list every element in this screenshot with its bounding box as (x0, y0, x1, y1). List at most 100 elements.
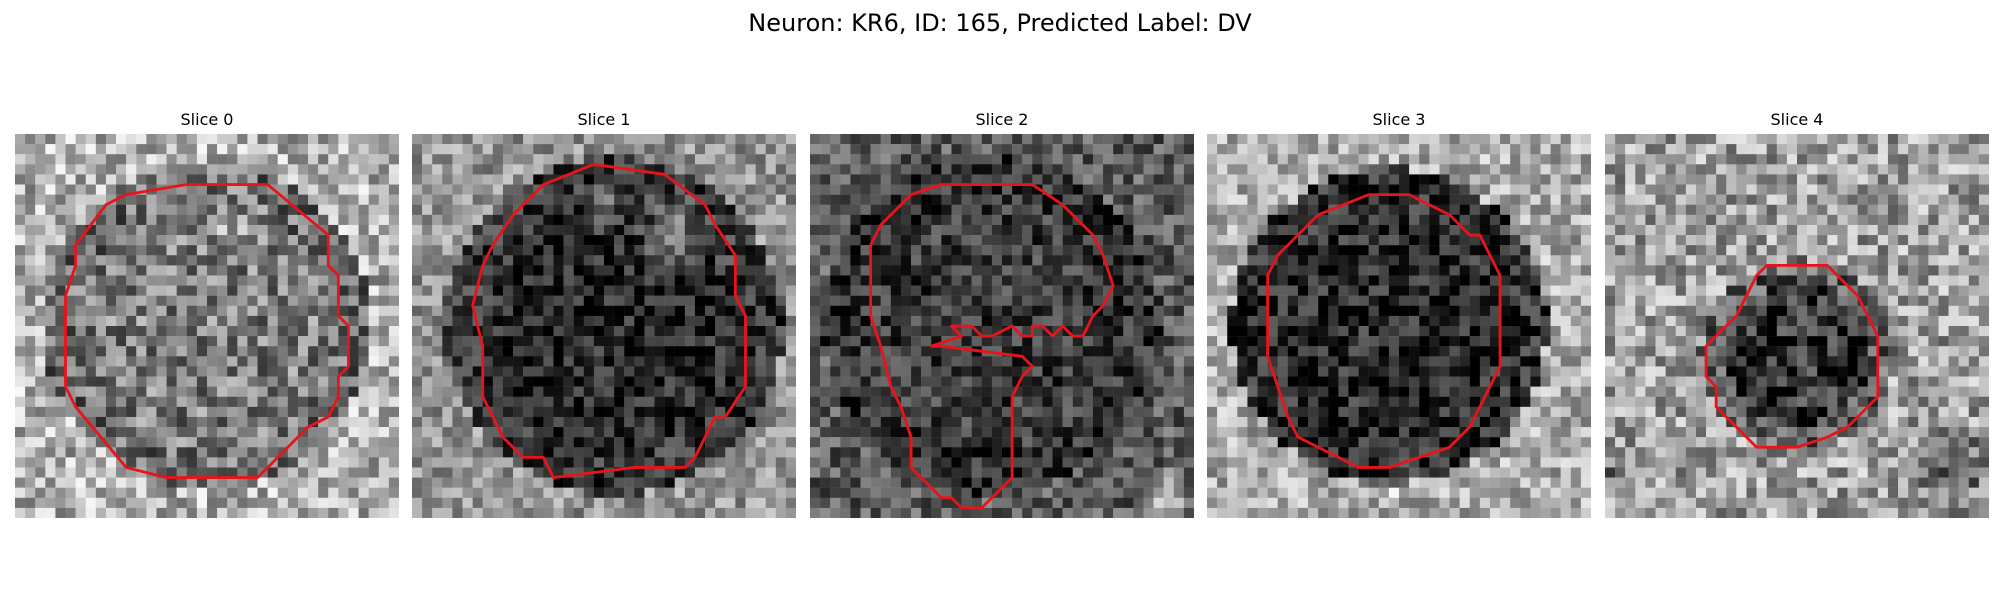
image-pixel (1153, 366, 1164, 377)
image-pixel (1163, 497, 1174, 509)
image-pixel (1550, 164, 1561, 175)
image-pixel (196, 164, 208, 175)
image-pixel (472, 174, 483, 185)
image-pixel (432, 326, 443, 337)
image-pixel (1092, 356, 1104, 367)
image-pixel (991, 285, 1003, 296)
image-pixel (1052, 487, 1063, 498)
image-pixel (116, 285, 127, 296)
image-pixel (472, 437, 483, 448)
image-pixel (745, 336, 756, 347)
image-pixel (553, 396, 564, 408)
image-pixel (735, 406, 746, 418)
image-pixel (563, 315, 574, 327)
image-pixel (1173, 406, 1185, 418)
image-pixel (45, 487, 56, 498)
image-pixel (1439, 224, 1450, 236)
image-pixel (971, 275, 982, 286)
image-pixel (533, 214, 544, 226)
image-pixel (422, 497, 433, 509)
image-pixel (705, 154, 716, 165)
image-pixel (368, 224, 379, 236)
image-pixel (725, 406, 736, 418)
image-pixel (921, 224, 932, 236)
image-pixel (911, 174, 922, 185)
image-pixel (472, 477, 483, 488)
image-pixel (694, 346, 706, 357)
image-pixel (1520, 285, 1531, 296)
image-pixel (1163, 376, 1174, 387)
image-pixel (1277, 184, 1289, 195)
image-pixel (1113, 447, 1124, 458)
image-pixel (941, 507, 952, 518)
image-pixel (1133, 214, 1144, 226)
image-pixel (237, 184, 248, 195)
image-pixel (1042, 144, 1053, 155)
image-pixel (1459, 285, 1470, 296)
image-pixel (870, 427, 881, 438)
image-pixel (1570, 265, 1582, 276)
image-pixel (785, 326, 796, 337)
image-pixel (146, 457, 157, 468)
image-pixel (492, 457, 504, 468)
image-pixel (196, 255, 208, 266)
image-pixel (1560, 235, 1571, 246)
image-pixel (1530, 265, 1541, 276)
image-pixel (644, 447, 655, 458)
image-pixel (25, 255, 36, 266)
image-pixel (126, 487, 137, 498)
image-pixel (523, 477, 534, 488)
image-pixel (1092, 265, 1104, 276)
image-pixel (1022, 235, 1033, 246)
image-pixel (95, 487, 107, 498)
image-pixel (634, 437, 645, 448)
image-pixel (911, 376, 922, 387)
image-pixel (1429, 295, 1440, 306)
image-pixel (1247, 255, 1258, 266)
image-pixel (1550, 255, 1561, 266)
image-pixel (217, 245, 228, 256)
image-pixel (725, 487, 736, 498)
image-pixel (166, 366, 177, 377)
image-pixel (1123, 285, 1134, 296)
image-pixel (1469, 265, 1481, 276)
image-pixel (207, 396, 218, 408)
image-pixel (277, 467, 289, 478)
image-pixel (267, 194, 278, 205)
image-pixel (1092, 194, 1104, 205)
image-pixel (880, 457, 892, 468)
image-pixel (1042, 346, 1053, 357)
image-pixel (674, 447, 686, 458)
image-pixel (492, 235, 504, 246)
image-pixel (830, 356, 841, 367)
image-pixel (297, 396, 309, 408)
image-pixel (297, 447, 309, 458)
image-pixel (1520, 245, 1531, 256)
image-pixel (1227, 154, 1238, 165)
image-pixel (991, 416, 1003, 428)
image-pixel (1227, 255, 1238, 266)
image-pixel (1173, 245, 1185, 256)
image-pixel (573, 204, 584, 216)
image-pixel (1153, 487, 1164, 498)
image-pixel (931, 194, 942, 205)
image-pixel (941, 144, 952, 155)
image-pixel (472, 346, 483, 357)
image-pixel (1153, 326, 1164, 337)
image-pixel (358, 184, 369, 195)
image-pixel (492, 376, 504, 387)
image-pixel (1072, 224, 1084, 236)
image-pixel (358, 356, 369, 367)
image-pixel (533, 134, 544, 145)
image-pixel (308, 315, 319, 327)
image-pixel (105, 255, 117, 266)
image-pixel (860, 265, 871, 276)
image-pixel (644, 497, 655, 509)
image-pixel (593, 356, 605, 367)
image-pixel (961, 265, 972, 276)
image-pixel (1287, 255, 1299, 266)
image-pixel (880, 406, 892, 418)
image-pixel (338, 487, 349, 498)
image-pixel (146, 315, 157, 327)
image-pixel (1237, 214, 1248, 226)
